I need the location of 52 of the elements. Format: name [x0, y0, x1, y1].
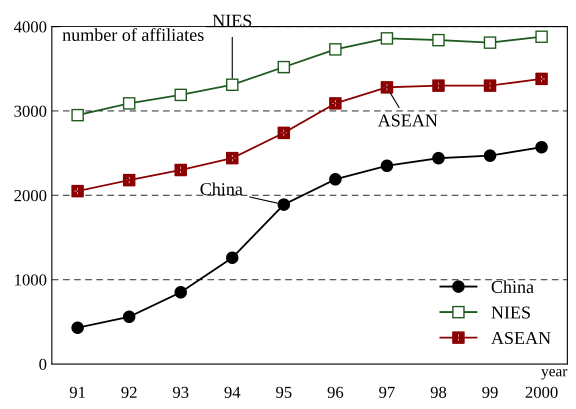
point	[71, 108, 84, 122]
y-tick-label: 1000	[15, 274, 46, 286]
y-tick-label: 4000	[14, 21, 46, 33]
point	[484, 79, 496, 92]
point	[535, 72, 548, 86]
point	[432, 152, 445, 164]
point	[484, 36, 496, 49]
point	[122, 174, 136, 186]
point	[174, 164, 187, 176]
x-tick-label: 92	[121, 386, 137, 398]
legend-label: NIES	[491, 306, 530, 319]
x-tick-label: 94	[224, 386, 240, 398]
point	[71, 184, 84, 198]
x-axis-title: year	[541, 369, 568, 380]
y-axis-title: number of affiliates	[62, 28, 204, 41]
point	[226, 152, 239, 164]
point	[278, 198, 290, 211]
point	[432, 34, 445, 46]
x-tick-label: 95	[276, 386, 292, 398]
annotation: ASEAN	[378, 114, 438, 127]
legend-label: China	[492, 280, 534, 294]
point	[329, 97, 342, 110]
point	[122, 97, 136, 110]
x-tick-label: 2000	[526, 386, 558, 398]
point	[535, 30, 548, 43]
point	[484, 149, 496, 162]
point	[122, 310, 136, 324]
point	[226, 251, 239, 264]
point	[380, 81, 394, 94]
point	[535, 140, 548, 154]
point	[329, 173, 342, 186]
x-tick-label: 98	[430, 386, 446, 398]
point	[278, 60, 290, 74]
point	[380, 160, 394, 172]
point	[174, 286, 187, 299]
point	[174, 88, 187, 102]
y-tick-label: 2000	[14, 190, 46, 202]
annotation: China	[200, 182, 243, 196]
x-tick-label: 97	[379, 386, 395, 398]
point	[432, 79, 445, 92]
point	[380, 32, 394, 45]
x-tick-label: 99	[482, 386, 498, 398]
legend-label: ASEAN	[491, 332, 551, 344]
point	[71, 321, 84, 334]
y-tick-label: 3000	[14, 106, 46, 117]
point	[329, 43, 342, 56]
x-tick-label: 93	[172, 386, 188, 398]
y-tick-label: 0	[39, 358, 46, 370]
point	[226, 78, 239, 92]
point	[278, 126, 290, 140]
x-tick-label: 96	[328, 386, 344, 398]
x-tick-label: 91	[70, 386, 85, 398]
